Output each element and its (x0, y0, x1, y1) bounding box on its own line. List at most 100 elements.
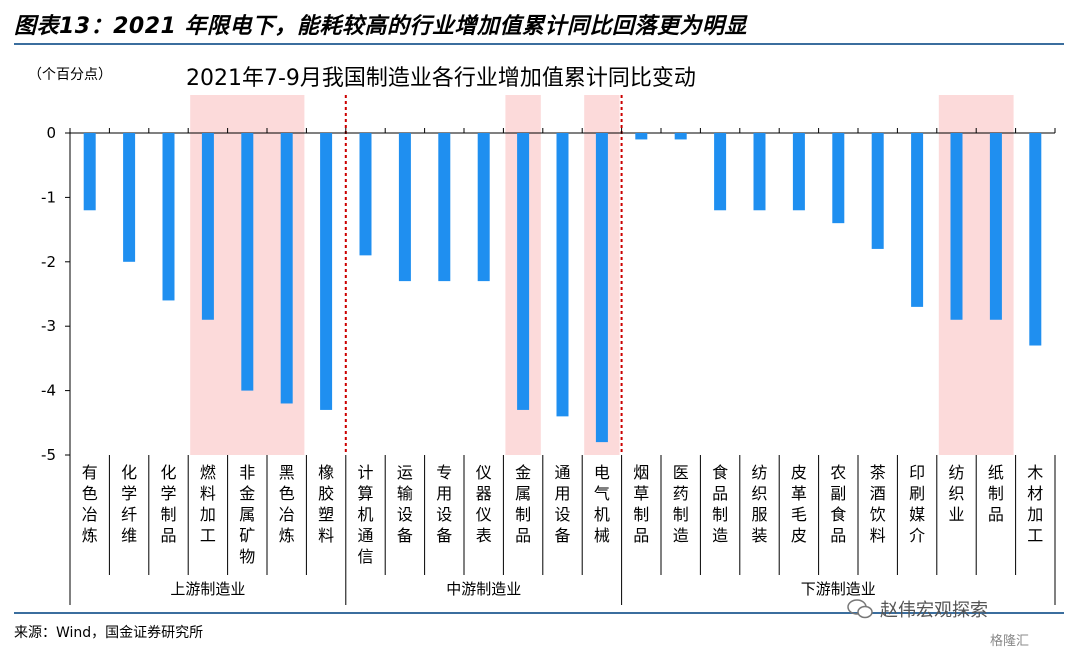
category-label: 属 (515, 484, 531, 503)
category-label: 备 (397, 526, 413, 545)
category-label: 品 (515, 526, 531, 545)
watermark-logo: 格隆汇 (990, 634, 1030, 649)
highlight-band (938, 95, 1014, 455)
category-label: 矿 (239, 526, 255, 545)
bar (359, 133, 372, 256)
bar (280, 133, 293, 404)
bar (201, 133, 214, 320)
category-label: 黑 (279, 463, 295, 482)
category-label: 用 (436, 484, 452, 503)
bar (83, 133, 96, 211)
category-label: 制 (988, 484, 1004, 503)
category-label: 色 (279, 484, 295, 503)
y-tick-label: -3 (41, 317, 56, 335)
category-label: 学 (121, 484, 137, 503)
category-label: 造 (673, 526, 689, 545)
category-label: 非 (239, 463, 255, 482)
category-label: 刷 (909, 484, 925, 503)
bar (753, 133, 766, 211)
category-label: 烟 (633, 463, 649, 482)
bar (162, 133, 175, 301)
bar (871, 133, 884, 249)
bar (123, 133, 136, 262)
category-label: 介 (909, 526, 925, 545)
category-label: 饮 (870, 505, 886, 524)
bar (517, 133, 530, 410)
category-label: 农 (830, 463, 846, 482)
category-label: 器 (476, 484, 492, 503)
bar (911, 133, 924, 307)
category-label: 机 (594, 505, 610, 524)
category-label: 皮 (791, 463, 807, 482)
bar (477, 133, 490, 282)
category-label: 炼 (279, 526, 295, 545)
bar (241, 133, 254, 391)
bar (398, 133, 411, 282)
category-label: 品 (160, 526, 176, 545)
category-label: 木 (1027, 463, 1043, 482)
category-label: 化 (160, 463, 176, 482)
category-label: 加 (1027, 505, 1043, 524)
title-rule (14, 43, 1064, 45)
category-label: 纸 (988, 463, 1004, 482)
category-label: 信 (357, 547, 373, 566)
category-label: 色 (82, 484, 98, 503)
category-label: 用 (554, 484, 570, 503)
group-label: 下游制造业 (801, 580, 876, 598)
y-unit-label: （个百分点） (28, 67, 112, 83)
category-label: 运 (397, 463, 413, 482)
category-label: 印 (909, 463, 925, 482)
category-label: 械 (594, 526, 610, 545)
category-label: 属 (239, 505, 255, 524)
category-label: 维 (121, 526, 137, 545)
category-label: 通 (357, 526, 373, 545)
category-label: 冶 (279, 505, 295, 524)
wechat-icon (847, 599, 873, 619)
category-label: 化 (121, 463, 137, 482)
bar (950, 133, 963, 320)
category-label: 备 (554, 526, 570, 545)
category-label: 毛 (791, 505, 807, 524)
category-label: 服 (751, 505, 767, 524)
category-label: 业 (948, 505, 964, 524)
bar (438, 133, 451, 282)
category-label: 气 (594, 484, 610, 503)
category-label: 纺 (948, 463, 964, 482)
category-label: 革 (791, 484, 807, 503)
y-tick-label: -4 (41, 382, 56, 400)
bar (556, 133, 569, 417)
y-tick-label: -5 (41, 446, 56, 464)
category-label: 专 (436, 463, 452, 482)
category-label: 计 (357, 463, 373, 482)
y-tick-label: 0 (46, 124, 56, 142)
source-note: 来源：Wind，国金证券研究所 (14, 625, 204, 641)
bar (832, 133, 845, 224)
bar (595, 133, 608, 443)
category-label: 机 (357, 505, 373, 524)
category-label: 胶 (318, 484, 334, 503)
category-label: 橡 (318, 463, 334, 482)
category-label: 表 (476, 526, 492, 545)
category-label: 皮 (791, 526, 807, 545)
group-label: 中游制造业 (446, 580, 521, 598)
figure-title: 图表13：2021 年限电下，能耗较高的行业增加值累计同比回落更为明显 (14, 14, 748, 39)
category-label: 电 (594, 463, 610, 482)
category-label: 品 (988, 505, 1004, 524)
category-label: 品 (633, 526, 649, 545)
category-label: 医 (673, 463, 689, 482)
category-label: 药 (673, 484, 689, 503)
category-label: 设 (554, 505, 570, 524)
bar (989, 133, 1002, 320)
category-label: 燃 (200, 463, 216, 482)
category-label: 料 (870, 526, 886, 545)
category-label: 物 (239, 547, 255, 566)
category-label: 制 (712, 505, 728, 524)
category-label: 工 (200, 526, 216, 545)
category-label: 材 (1027, 484, 1043, 503)
category-label: 算 (357, 484, 373, 503)
y-tick-label: -1 (41, 188, 56, 206)
category-label: 仪 (476, 463, 492, 482)
category-label: 塑 (318, 505, 334, 524)
category-label: 料 (200, 484, 216, 503)
category-label: 纺 (751, 463, 767, 482)
